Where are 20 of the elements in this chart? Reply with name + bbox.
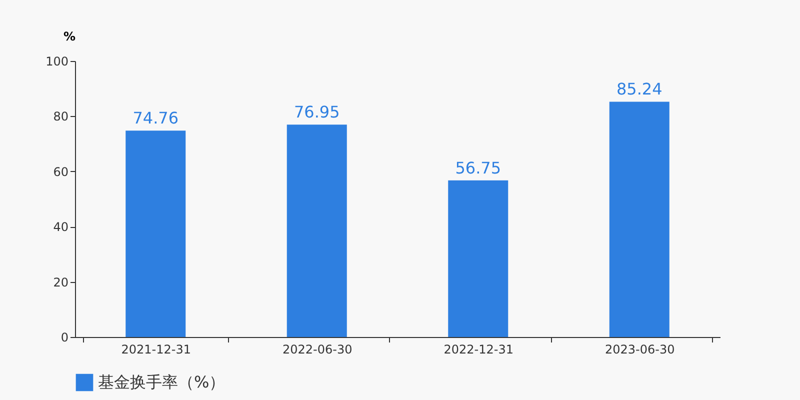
- data-label: 85.24: [616, 80, 662, 99]
- data-label: 56.75: [455, 158, 502, 178]
- y-tick-label: 60: [53, 164, 68, 179]
- x-tick-label: 2023-06-30: [605, 342, 675, 356]
- bar: [448, 180, 508, 337]
- x-tick-label: 2022-06-30: [282, 342, 352, 356]
- x-tick-label: 2022-12-31: [444, 342, 514, 356]
- y-tick-label: 80: [53, 110, 68, 124]
- y-axis-title: %: [63, 30, 76, 44]
- y-tick-label: 40: [53, 220, 68, 234]
- x-tick-label: 2021-12-31: [121, 342, 191, 356]
- bar: [126, 130, 186, 337]
- y-tick-label: 20: [53, 275, 68, 290]
- y-tick-label: 100: [46, 54, 68, 68]
- data-label: 74.76: [132, 108, 179, 128]
- y-tick-label: 0: [60, 330, 68, 344]
- bar: [286, 124, 347, 337]
- data-label: 76.95: [294, 102, 340, 122]
- bar: [609, 102, 670, 337]
- legend-label: 基金换手率（%）: [98, 372, 226, 392]
